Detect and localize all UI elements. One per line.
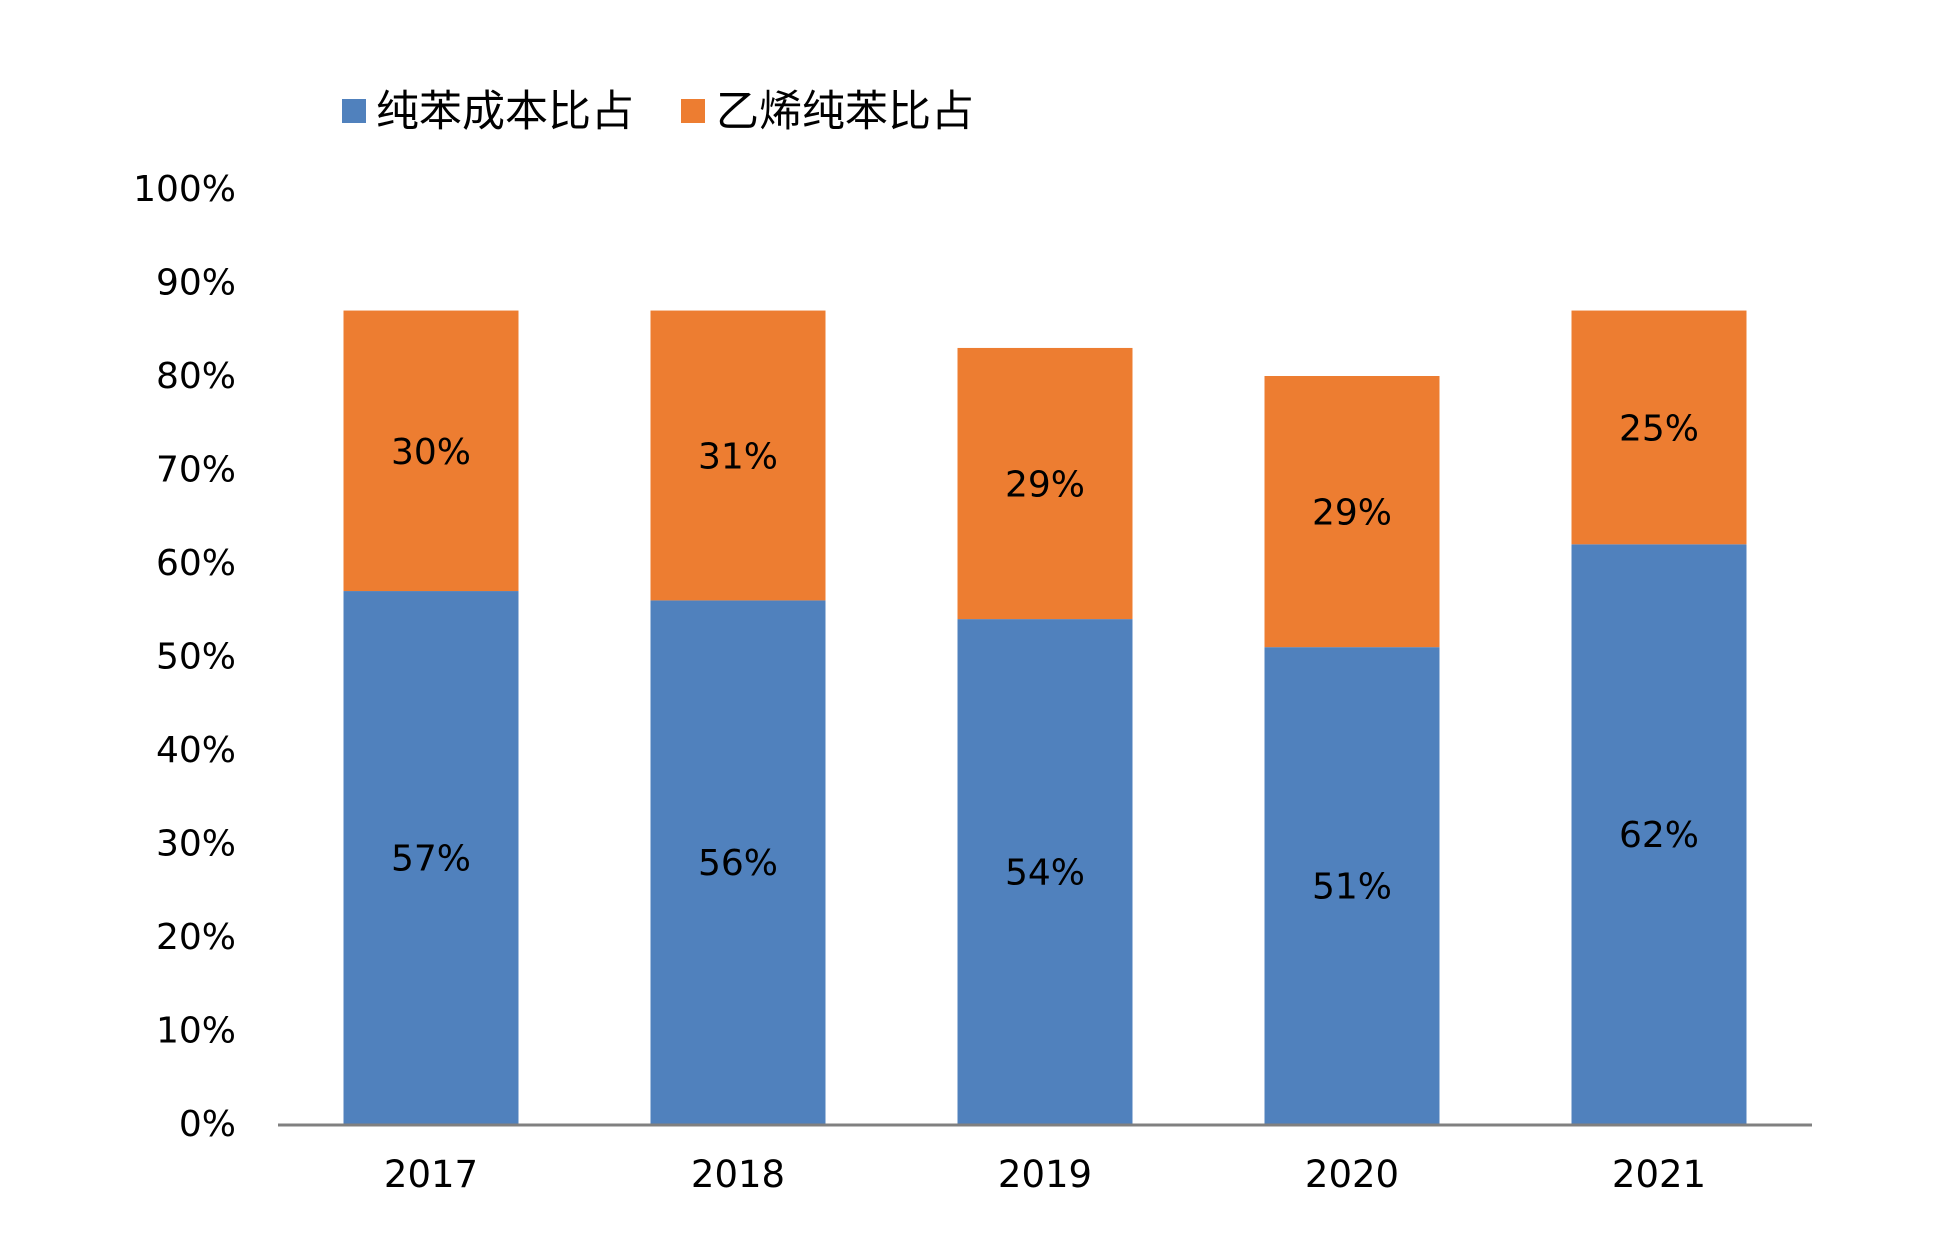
data-label: 51%: [1312, 867, 1392, 908]
y-tick-label: 10%: [156, 1011, 236, 1052]
data-label: 29%: [1005, 465, 1085, 506]
y-tick-label: 0%: [179, 1104, 236, 1145]
legend-swatch-ethylene-benzene: [681, 99, 705, 123]
x-tick-label: 2020: [1305, 1153, 1399, 1196]
y-tick-label: 60%: [156, 543, 236, 584]
y-tick-label: 90%: [156, 263, 236, 304]
bar-segment: [1571, 310, 1747, 545]
x-tick-label: 2018: [691, 1153, 785, 1196]
y-axis-ticks: 0% 10% 20% 30% 40% 50% 60% 70% 80% 90% 100%: [133, 169, 236, 1145]
data-label: 30%: [391, 432, 471, 473]
bar-segment: [957, 619, 1133, 1124]
bar-segment: [1571, 544, 1747, 1124]
data-label: 56%: [698, 843, 778, 884]
bar-segment: [957, 347, 1133, 620]
x-tick-label: 2017: [384, 1153, 478, 1196]
legend: 纯苯成本比占 乙烯纯苯比占: [342, 87, 974, 137]
bar-segment: [1264, 376, 1440, 648]
bar-segment: [1264, 647, 1440, 1124]
x-tick-label: 2021: [1612, 1153, 1706, 1196]
y-tick-label: 20%: [156, 917, 236, 958]
data-label: 31%: [698, 436, 778, 477]
data-label: 29%: [1312, 493, 1392, 534]
x-tick-label: 2019: [998, 1153, 1092, 1196]
bars: [343, 310, 1747, 1124]
legend-label-ethylene-benzene: 乙烯纯苯比占: [716, 87, 974, 137]
x-axis-labels: 2017 2018 2019 2020 2021: [384, 1153, 1706, 1196]
bar-segment: [343, 310, 519, 592]
bar-segment: [650, 310, 826, 601]
legend-label-pure-benzene-cost: 纯苯成本比占: [376, 87, 634, 137]
bar-segment: [343, 591, 519, 1124]
data-label: 62%: [1619, 815, 1699, 856]
data-label: 54%: [1005, 853, 1085, 894]
legend-swatch-pure-benzene-cost: [342, 99, 366, 123]
bar-segment: [650, 600, 826, 1124]
data-label: 57%: [391, 839, 471, 880]
y-tick-label: 80%: [156, 356, 236, 397]
y-tick-label: 100%: [133, 169, 236, 210]
y-tick-label: 40%: [156, 730, 236, 771]
y-tick-label: 70%: [156, 450, 236, 491]
y-tick-label: 30%: [156, 824, 236, 865]
y-tick-label: 50%: [156, 637, 236, 678]
data-label: 25%: [1619, 408, 1699, 449]
data-labels: 57% 30% 56% 31% 54% 29% 51% 29% 62% 25%: [391, 408, 1699, 907]
